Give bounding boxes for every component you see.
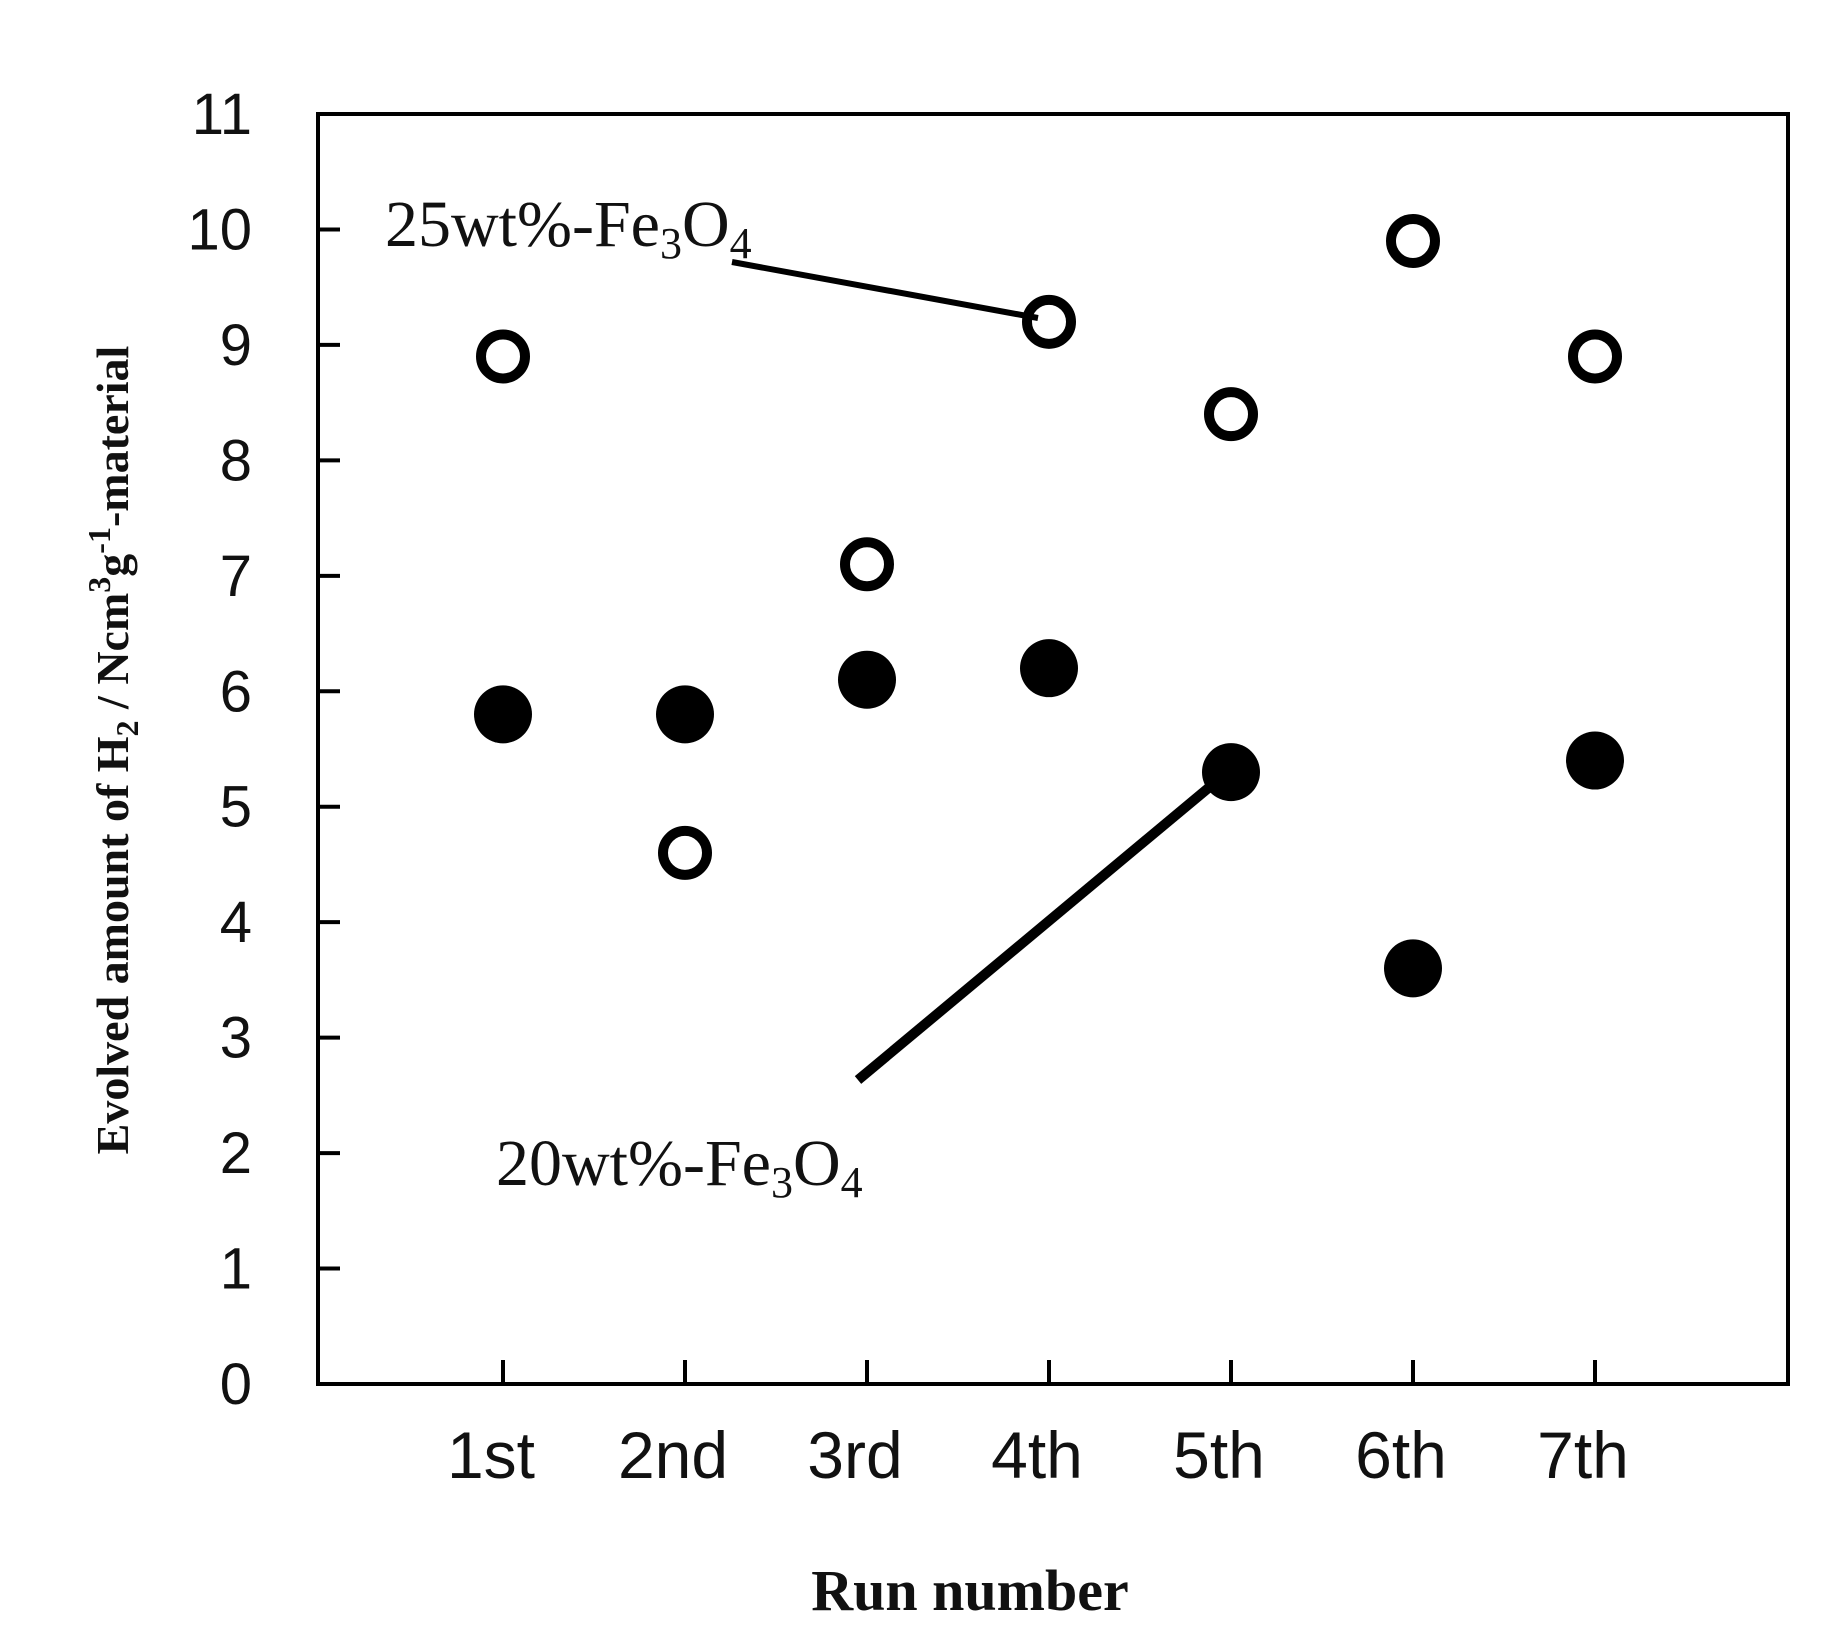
series-label-25wt: 25wt%-Fe3O4 xyxy=(385,188,752,268)
y-tick-label: 4 xyxy=(220,890,252,955)
y-tick-label: 11 xyxy=(192,82,252,147)
series-label-20wt: 20wt%-Fe3O4 xyxy=(496,1127,863,1207)
x-tick-label: 2nd xyxy=(618,1418,728,1492)
y-axis-title: Evolved amount of H2 / Ncm3g-1-material xyxy=(81,346,145,1155)
leader-line-20wt xyxy=(854,776,1222,1084)
y-axis-ticks: 0 1 2 3 4 5 6 7 8 9 10 11 xyxy=(187,82,340,1417)
leader-line-25wt xyxy=(731,259,1039,321)
point-s25-run-2 xyxy=(658,825,712,880)
point-s25-run-1 xyxy=(476,329,530,384)
x-tick-label: 7th xyxy=(1537,1418,1629,1492)
plot-frame xyxy=(316,112,1790,1386)
y-tick-label: 1 xyxy=(220,1237,252,1302)
x-axis-ticks: 1st 2nd 3rd 4th 5th 6th 7th xyxy=(447,1360,1629,1492)
x-tick-label: 1st xyxy=(447,1418,535,1492)
point-s20-run-7 xyxy=(1566,731,1624,790)
data-points xyxy=(474,214,1624,998)
point-s25-run-7 xyxy=(1568,329,1622,384)
y-tick-label: 6 xyxy=(220,659,252,724)
y-tick-label: 7 xyxy=(220,544,252,609)
point-s20-run-4 xyxy=(1020,639,1078,698)
x-tick-label: 5th xyxy=(1173,1418,1265,1492)
x-axis-title: Run number xyxy=(811,1558,1128,1623)
x-tick-label: 3rd xyxy=(807,1418,902,1492)
point-s25-run-3 xyxy=(840,537,894,592)
y-tick-label: 3 xyxy=(220,1006,252,1071)
y-tick-label: 9 xyxy=(220,313,252,378)
point-s20-run-3 xyxy=(838,650,896,709)
y-tick-label: 0 xyxy=(220,1352,252,1417)
y-tick-label: 5 xyxy=(220,775,252,840)
y-tick-label: 10 xyxy=(187,197,252,262)
point-s20-run-2 xyxy=(656,685,714,744)
y-tick-label: 8 xyxy=(220,428,252,493)
point-s25-run-4 xyxy=(1022,294,1076,349)
point-s20-run-6 xyxy=(1384,939,1442,998)
point-s25-run-5 xyxy=(1204,387,1258,442)
x-tick-label: 6th xyxy=(1355,1418,1447,1492)
y-tick-label: 2 xyxy=(220,1121,252,1186)
x-tick-label: 4th xyxy=(991,1418,1083,1492)
point-s25-run-6 xyxy=(1386,214,1440,268)
point-s20-run-1 xyxy=(474,685,532,744)
